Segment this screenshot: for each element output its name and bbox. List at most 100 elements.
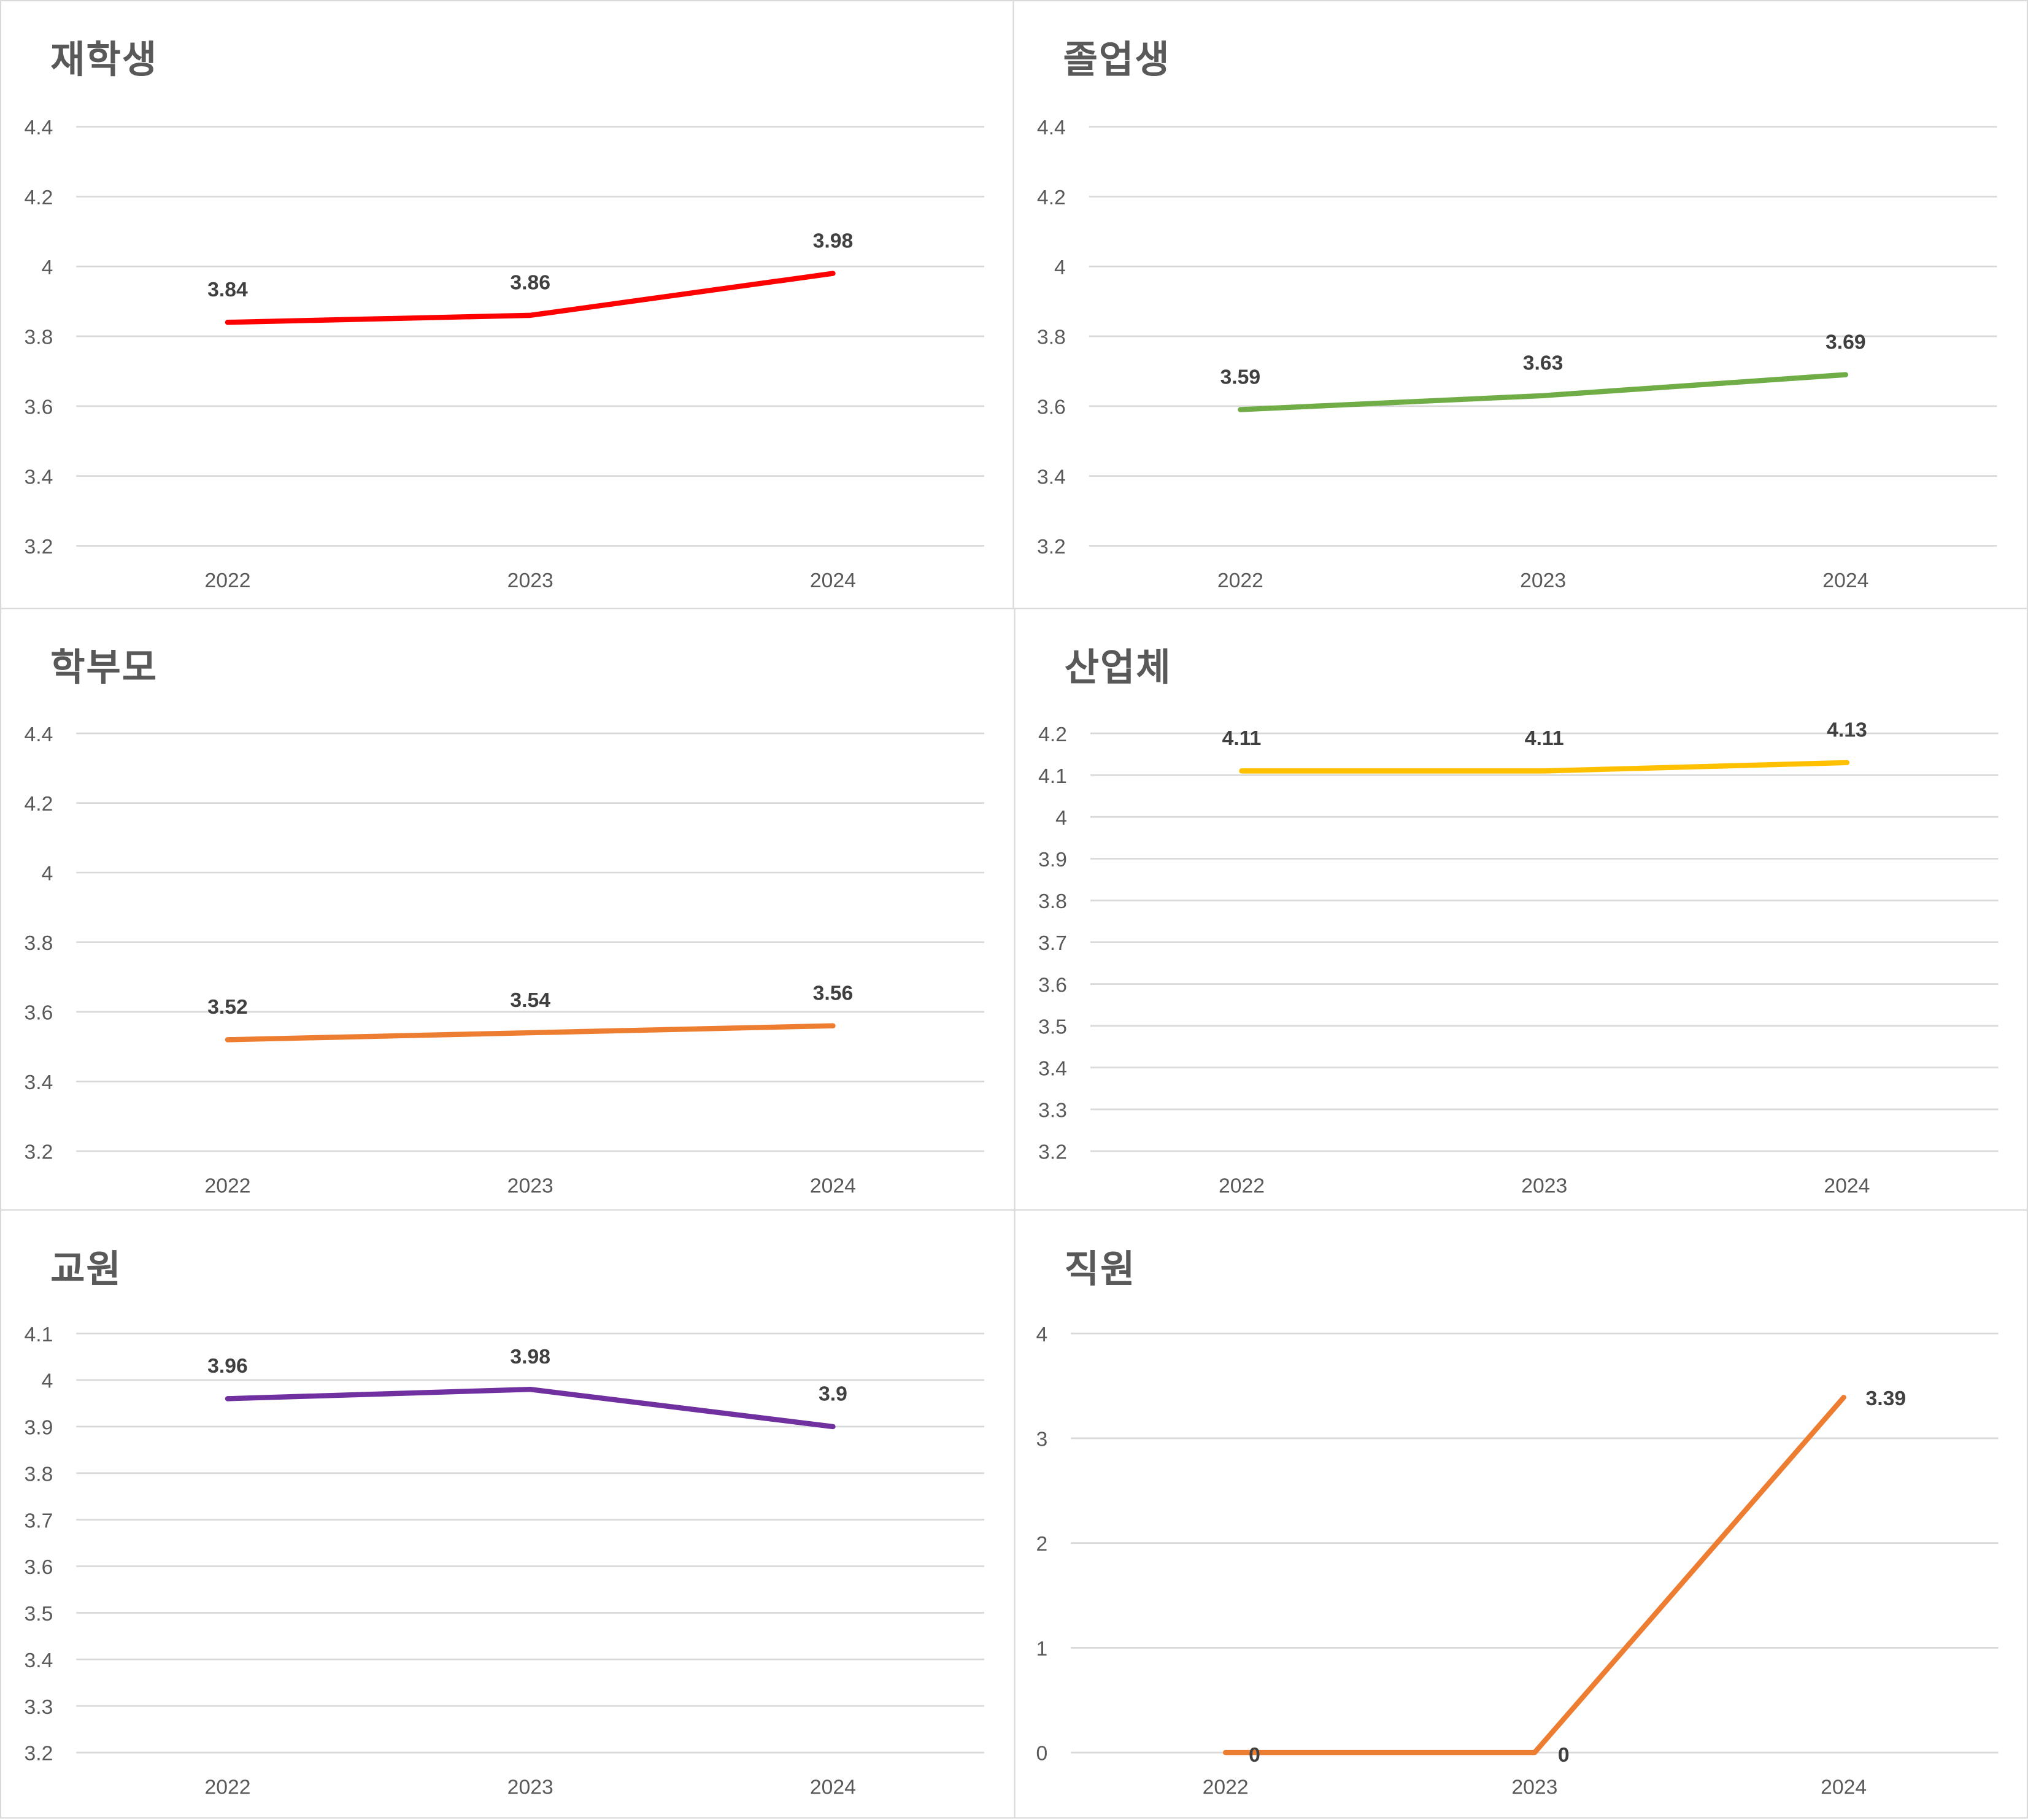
y-tick-label: 3.9 xyxy=(25,1416,53,1440)
x-tick-label: 2023 xyxy=(507,1776,553,1799)
y-tick-label: 3.5 xyxy=(25,1602,53,1625)
y-tick-label: 3.8 xyxy=(1038,890,1067,913)
y-tick-label: 3.6 xyxy=(25,1556,53,1579)
x-tick-label: 2024 xyxy=(1822,569,1868,592)
y-tick-label: 4.4 xyxy=(25,116,53,139)
data-label: 3.9 xyxy=(819,1382,847,1406)
line-chart: 3.2 3.3 3.4 3.5 3.6 3.7 3.8 3.9 4 4.1 4.2 2022 2023 2… xyxy=(1016,609,2028,1212)
x-tick-label: 2023 xyxy=(1511,1776,1557,1799)
data-label: 3.54 xyxy=(510,989,550,1012)
chart-panel: 3.2 3.4 3.6 3.8 4 4.2 4.4 2022 2023 2024 3.52 3.54 3… xyxy=(0,608,1016,1211)
chart-title: 직원 xyxy=(1065,1239,1136,1294)
series-line xyxy=(1225,1397,1844,1753)
data-label: 3.63 xyxy=(1523,352,1563,375)
chart-title: 졸업생 xyxy=(1063,29,1171,84)
y-tick-label: 4.1 xyxy=(1038,765,1067,788)
y-tick-label: 4.2 xyxy=(1037,186,1066,209)
y-tick-label: 4.2 xyxy=(25,186,53,209)
line-chart: 3.2 3.4 3.6 3.8 4 4.2 4.4 2022 2023 2024 3.52 3.54 3… xyxy=(1,609,1017,1212)
x-tick-label: 2024 xyxy=(810,569,856,592)
x-tick-label: 2023 xyxy=(1520,569,1566,592)
data-label: 4.13 xyxy=(1827,719,1867,742)
y-tick-label: 3.4 xyxy=(1037,465,1066,488)
x-tick-label: 2022 xyxy=(1219,1174,1265,1197)
y-tick-label: 4 xyxy=(42,256,53,279)
x-tick-label: 2022 xyxy=(204,1776,250,1799)
y-tick-label: 4.4 xyxy=(1037,116,1066,139)
y-tick-label: 3.6 xyxy=(25,1001,53,1025)
y-tick-label: 4.1 xyxy=(25,1323,53,1346)
data-label: 0 xyxy=(1249,1743,1260,1767)
chart-title: 교원 xyxy=(50,1239,122,1294)
data-label: 3.56 xyxy=(813,982,854,1005)
x-tick-label: 2023 xyxy=(507,1174,553,1197)
y-tick-label: 4 xyxy=(1036,1323,1048,1346)
series-line xyxy=(228,1389,833,1427)
y-tick-label: 3.7 xyxy=(25,1509,53,1532)
chart-panel: 3.2 3.3 3.4 3.5 3.6 3.7 3.8 3.9 4 4.1 4.2 2022 2023 2… xyxy=(1014,608,2028,1211)
x-tick-label: 2022 xyxy=(204,569,250,592)
y-tick-label: 1 xyxy=(1036,1637,1048,1660)
y-tick-label: 3.3 xyxy=(1038,1099,1067,1122)
data-label: 3.84 xyxy=(207,278,248,301)
y-tick-label: 4 xyxy=(42,862,53,885)
chart-title: 재학생 xyxy=(50,29,158,84)
y-tick-label: 4.4 xyxy=(25,723,53,746)
chart-title: 산업체 xyxy=(1065,638,1172,692)
y-tick-label: 3.2 xyxy=(25,535,53,558)
y-tick-label: 3.2 xyxy=(1038,1141,1067,1164)
x-tick-label: 2023 xyxy=(507,569,553,592)
y-tick-label: 3.2 xyxy=(25,1742,53,1765)
y-tick-label: 3 xyxy=(1036,1428,1048,1451)
y-tick-label: 3.4 xyxy=(25,1649,53,1672)
y-tick-label: 4.2 xyxy=(1038,723,1067,746)
y-tick-label: 3.6 xyxy=(1038,973,1067,997)
y-tick-label: 4 xyxy=(42,1370,53,1393)
y-tick-label: 3.3 xyxy=(25,1695,53,1719)
data-label: 3.96 xyxy=(207,1354,248,1378)
y-tick-label: 3.5 xyxy=(1038,1015,1067,1038)
x-tick-label: 2024 xyxy=(1824,1174,1870,1197)
y-tick-label: 3.4 xyxy=(25,465,53,488)
y-tick-label: 3.2 xyxy=(1037,535,1066,558)
x-tick-label: 2023 xyxy=(1521,1174,1567,1197)
y-tick-label: 3.2 xyxy=(25,1141,53,1164)
data-label: 4.11 xyxy=(1525,727,1564,750)
data-label: 3.39 xyxy=(1866,1387,1907,1410)
y-tick-label: 4.2 xyxy=(25,792,53,816)
y-tick-label: 0 xyxy=(1036,1742,1048,1765)
x-tick-label: 2022 xyxy=(204,1174,250,1197)
y-tick-label: 3.4 xyxy=(25,1071,53,1094)
series-line xyxy=(1240,375,1845,410)
data-label: 0 xyxy=(1558,1743,1570,1767)
chart-title: 학부모 xyxy=(50,638,158,692)
data-label: 3.98 xyxy=(510,1345,550,1368)
x-tick-label: 2022 xyxy=(1217,569,1263,592)
y-tick-label: 3.6 xyxy=(25,395,53,418)
y-tick-label: 3.8 xyxy=(25,931,53,955)
x-tick-label: 2024 xyxy=(1821,1776,1867,1799)
y-tick-label: 4 xyxy=(1055,806,1067,830)
y-tick-label: 3.8 xyxy=(1037,326,1066,349)
data-label: 3.59 xyxy=(1220,365,1261,388)
y-tick-label: 2 xyxy=(1036,1532,1048,1556)
x-tick-label: 2024 xyxy=(810,1174,856,1197)
y-tick-label: 3.9 xyxy=(1038,848,1067,871)
y-tick-label: 3.6 xyxy=(1037,395,1066,418)
line-chart: 0 1 2 3 4 2022 2023 2024 0 0 3.39 xyxy=(1016,1211,2028,1820)
x-tick-label: 2022 xyxy=(1203,1776,1249,1799)
y-tick-label: 3.7 xyxy=(1038,931,1067,955)
y-tick-label: 3.4 xyxy=(1038,1057,1067,1080)
data-label: 3.86 xyxy=(510,271,550,295)
data-label: 3.52 xyxy=(207,995,248,1019)
chart-panel: 0 1 2 3 4 2022 2023 2024 0 0 3.39 직원 xyxy=(1014,1209,2028,1819)
x-tick-label: 2024 xyxy=(810,1776,856,1799)
data-label: 4.11 xyxy=(1222,727,1262,750)
